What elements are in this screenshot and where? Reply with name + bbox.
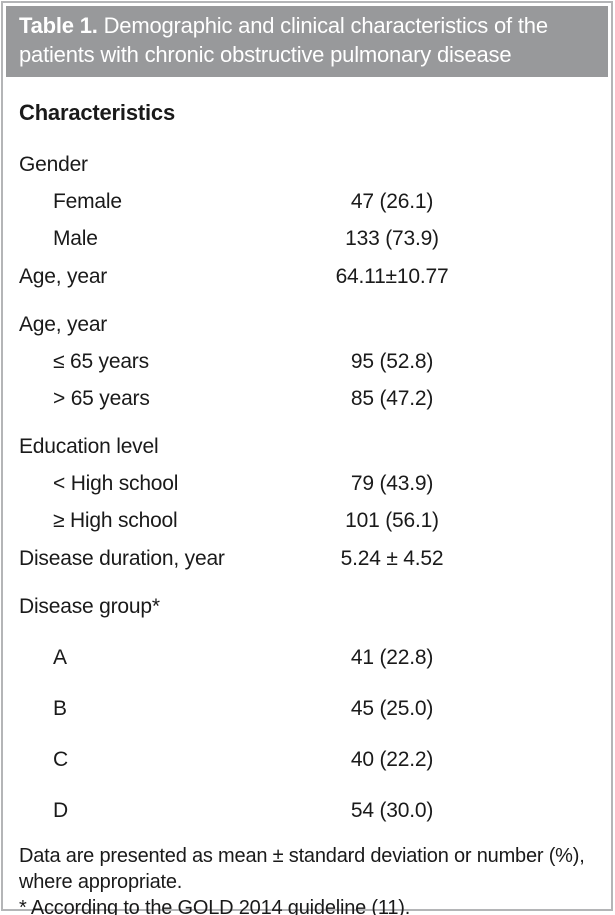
table-row: ≥ High school 101 (56.1) (6, 509, 608, 532)
footnote-data-presentation: Data are presented as mean ± standard de… (19, 845, 585, 893)
table-row: D 54 (30.0) (6, 799, 608, 822)
row-label: < High school (53, 472, 179, 495)
row-value: 101 (56.1) (345, 509, 439, 532)
table-row: ≤ 65 years 95 (52.8) (6, 350, 608, 373)
row-value: 95 (52.8) (350, 350, 434, 373)
row-value: 5.24 ± 4.52 (340, 547, 444, 570)
table-row: Male 133 (73.9) (6, 227, 608, 250)
table-title-bar: Table 1. Demographic and clinical charac… (6, 6, 608, 77)
row-label: Male (53, 227, 98, 250)
table-row: Female 47 (26.1) (6, 190, 608, 213)
row-value: 79 (43.9) (350, 472, 434, 495)
footnotes: Data are presented as mean ± standard de… (6, 830, 608, 915)
table-row: Disease group* (6, 595, 608, 618)
row-label: C (53, 748, 68, 771)
row-value: 47 (26.1) (350, 190, 434, 213)
table-title: Demographic and clinical characteristics… (19, 13, 548, 67)
row-value: 85 (47.2) (350, 387, 434, 410)
row-label: Female (53, 190, 122, 213)
row-label: ≥ High school (53, 509, 178, 532)
row-value: 45 (25.0) (350, 697, 434, 720)
row-label: A (53, 646, 67, 669)
table-row: Disease duration, year 5.24 ± 4.52 (6, 547, 608, 570)
table-row: > 65 years 85 (47.2) (6, 387, 608, 410)
row-value: 133 (73.9) (345, 227, 439, 250)
table-row: C 40 (22.2) (6, 748, 608, 771)
row-value: 40 (22.2) (350, 748, 434, 771)
row-label: > 65 years (53, 387, 150, 410)
row-label: Age, year (19, 265, 108, 288)
row-value: 64.11±10.77 (335, 265, 449, 288)
row-label: D (53, 799, 68, 822)
table-number: Table 1. (19, 13, 98, 38)
table-row: < High school 79 (43.9) (6, 472, 608, 495)
table-row: B 45 (25.0) (6, 697, 608, 720)
table-row: Gender (6, 153, 608, 176)
table-row: Education level (6, 435, 608, 458)
row-label: Education level (19, 435, 159, 458)
row-label: ≤ 65 years (53, 350, 149, 373)
row-value: 41 (22.8) (350, 646, 434, 669)
table-row: Age, year 64.11±10.77 (6, 265, 608, 288)
row-label: Age, year (19, 313, 108, 336)
table-row: A 41 (22.8) (6, 646, 608, 669)
table-row: Age, year (6, 313, 608, 336)
row-value: 54 (30.0) (350, 799, 434, 822)
row-label: B (53, 697, 67, 720)
row-label: Disease group* (19, 595, 160, 618)
row-label: Disease duration, year (19, 547, 225, 570)
column-header: Characteristics (19, 100, 175, 125)
footnote-gold-guideline: * According to the GOLD 2014 guideline (… (19, 897, 411, 915)
table-rows: Gender Female 47 (26.1) Male 133 (73.9) … (6, 136, 608, 830)
row-label: Gender (19, 153, 88, 176)
column-header-row: Characteristics (6, 77, 608, 136)
